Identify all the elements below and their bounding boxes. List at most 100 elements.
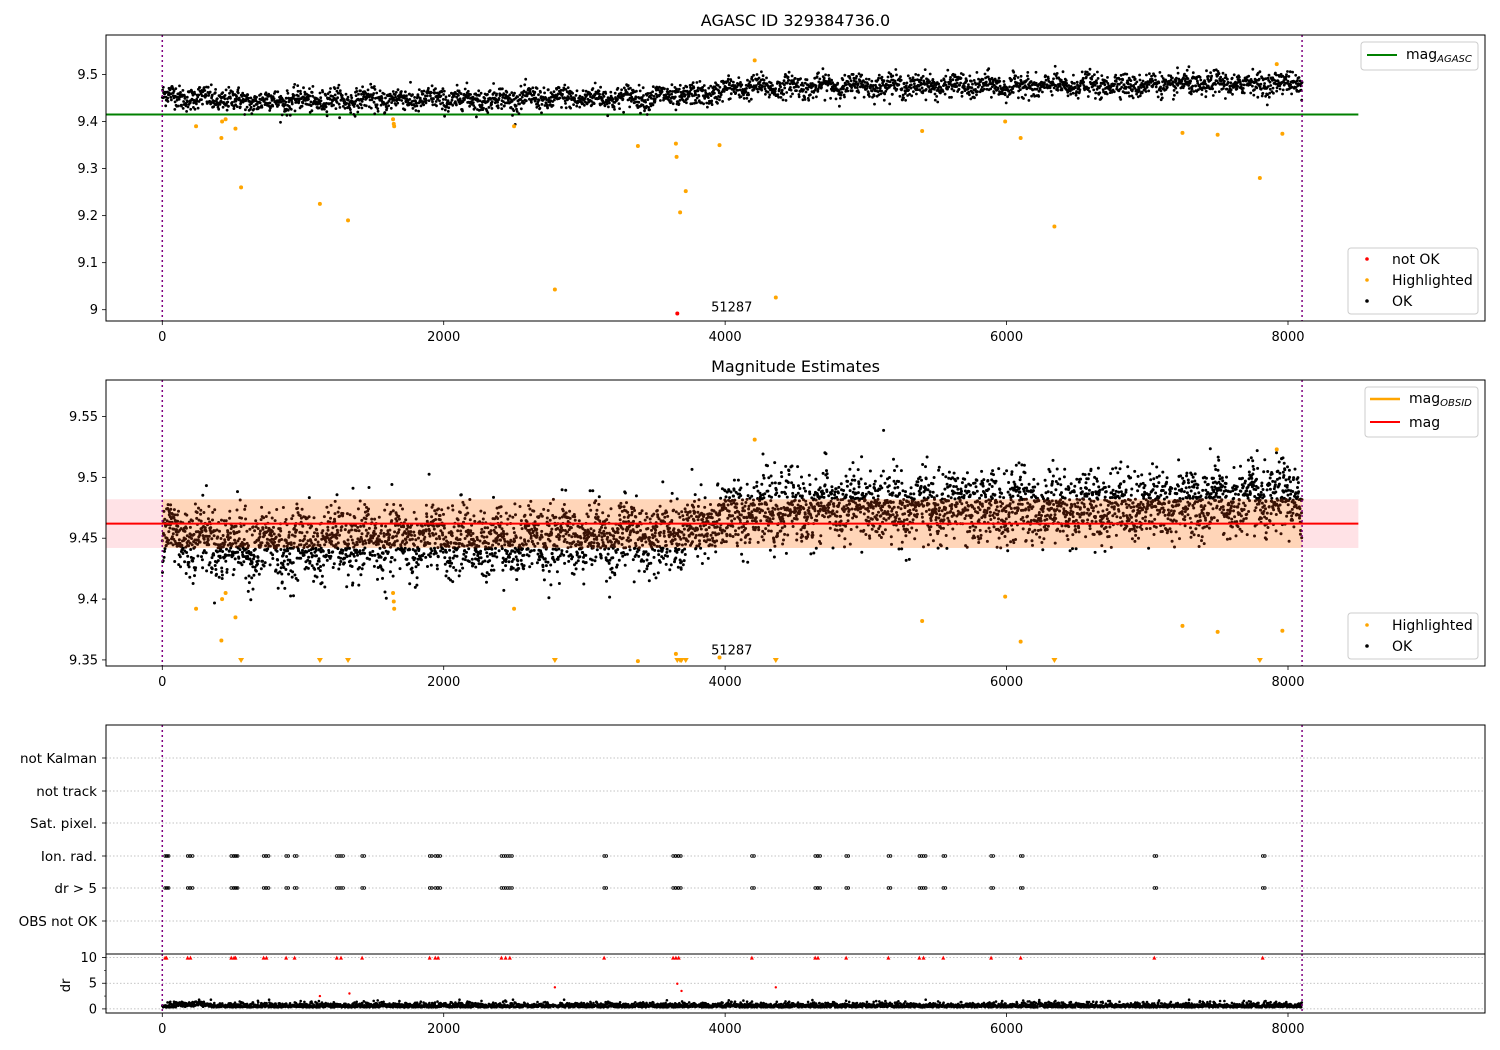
ok-point [332, 562, 336, 566]
ok-point [326, 92, 330, 96]
ok-point [408, 92, 411, 96]
ok-point [824, 73, 827, 77]
legend-marker [1365, 278, 1369, 282]
ok-point [513, 91, 516, 95]
highlighted-point [1052, 224, 1057, 229]
ok-point [1120, 85, 1124, 89]
ok-point [955, 81, 959, 85]
ok-point [612, 105, 616, 109]
ok-point [967, 90, 971, 94]
ok-point [634, 95, 638, 99]
ok-point [257, 572, 261, 576]
ok-point [685, 101, 688, 105]
ok-point [765, 76, 768, 80]
ok-point [877, 73, 881, 77]
ok-point [369, 539, 373, 543]
legend-label: not OK [1392, 252, 1440, 268]
ok-point [216, 535, 220, 539]
ok-point [591, 87, 595, 90]
ok-point [344, 92, 348, 96]
ok-point [780, 88, 784, 92]
ok-point [348, 103, 351, 107]
ok-point [821, 67, 825, 71]
ok-point [349, 111, 353, 114]
ok-point [318, 91, 322, 95]
ok-point [569, 94, 573, 98]
ok-point [479, 556, 483, 560]
ok-point [518, 93, 522, 97]
ok-point [376, 109, 380, 113]
ok-point [308, 544, 311, 548]
ok-point [691, 81, 695, 84]
ok-point [445, 104, 448, 108]
ok-point [348, 546, 352, 550]
ok-point [603, 104, 607, 108]
ok-point [372, 564, 376, 568]
ok-point [201, 102, 204, 106]
ok-point [256, 555, 260, 559]
ok-point [463, 517, 467, 520]
ok-point [1157, 81, 1161, 85]
ok-point [1255, 86, 1259, 90]
ok-point [357, 92, 360, 96]
ok-point [1019, 74, 1023, 78]
ok-point [236, 91, 240, 95]
ok-point [539, 90, 542, 94]
ok-point [280, 538, 284, 541]
ok-point [1154, 85, 1158, 89]
ok-point [356, 525, 360, 529]
ok-point [306, 566, 310, 570]
ok-point [226, 530, 230, 534]
ok-point [434, 87, 437, 90]
ok-point [232, 107, 236, 110]
ok-point [425, 515, 429, 519]
ok-point [302, 86, 305, 90]
ok-point [747, 99, 751, 103]
ok-point [239, 102, 243, 106]
ok-point [212, 105, 216, 109]
ok-point [1153, 74, 1157, 78]
ok-point [779, 85, 782, 89]
ok-point [749, 97, 753, 101]
ok-point [457, 545, 461, 549]
ok-point [392, 535, 395, 539]
ok-point [439, 94, 443, 98]
ok-point [1186, 77, 1190, 80]
ok-point [1052, 86, 1056, 90]
ok-point [323, 543, 327, 547]
ok-point [490, 100, 494, 104]
ok-point [950, 95, 953, 99]
ok-point [224, 519, 228, 523]
ok-point [181, 89, 185, 92]
ok-point [330, 101, 333, 105]
ok-point [514, 104, 518, 108]
ok-point [774, 87, 777, 91]
ok-point [438, 537, 442, 541]
ok-point [799, 77, 802, 80]
ok-point [170, 535, 174, 539]
ok-point [370, 517, 374, 521]
ok-point [1194, 84, 1198, 88]
ok-point [364, 517, 368, 521]
ok-point [617, 102, 621, 105]
ok-point [228, 536, 232, 540]
ok-point [162, 533, 166, 537]
ok-point [384, 524, 388, 528]
ok-point [540, 111, 543, 115]
ok-point [271, 557, 275, 560]
ok-point [275, 549, 279, 553]
ok-point [957, 87, 961, 91]
ok-point [247, 574, 251, 578]
ok-point [391, 509, 395, 513]
ok-point [485, 535, 489, 539]
ok-point [1187, 65, 1191, 69]
ok-point [719, 93, 723, 97]
ok-point [1106, 82, 1110, 85]
ok-point [369, 82, 373, 86]
ok-point [748, 80, 752, 84]
ok-point [1106, 76, 1109, 79]
ok-point [1147, 89, 1151, 93]
ok-point [302, 537, 306, 541]
ok-point [262, 564, 266, 568]
